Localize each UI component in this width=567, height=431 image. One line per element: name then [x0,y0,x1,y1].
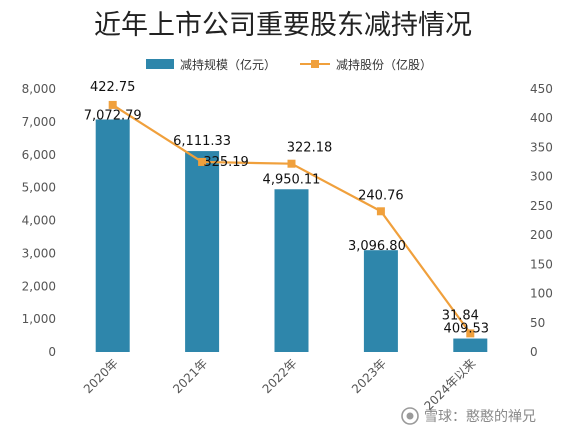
y-right-tick-label: 450 [530,82,553,96]
bar [274,189,309,352]
bar-series [95,119,488,352]
y-left-tick-label: 4,000 [22,214,56,228]
x-tick-label: 2021年 [170,356,210,396]
line-point [466,329,475,338]
line-data-label: 322.18 [287,141,333,156]
watermark-text: 雪球：憨憨的禅兄 [424,409,536,425]
y-left-tick-label: 6,000 [22,148,56,162]
x-tick-label: 2020年 [81,356,121,396]
bar [185,151,220,352]
y-axis-right: 0 50 100 150 200 250 300 350 400 450 [530,82,553,359]
bar [95,119,130,352]
line-point [198,157,207,166]
y-right-tick-label: 300 [530,170,553,184]
legend-swatch-marker [311,60,319,68]
y-right-tick-label: 150 [530,257,553,271]
data-labels: 7,072.79 6,111.33 4,950.11 3,096.80 409.53 42… [84,80,489,337]
bar-data-label: 6,111.33 [173,134,231,149]
line-point [287,159,296,168]
line-data-label: 31.84 [442,308,479,323]
line-data-label: 240.76 [358,188,404,203]
y-axis-left: 0 1,000 2,000 3,000 4,000 5,000 6,000 7,000 8,00… [22,82,56,359]
y-right-tick-label: 350 [530,140,553,154]
bar-data-label: 7,072.79 [84,108,142,123]
y-left-tick-label: 2,000 [22,279,56,293]
bar-data-label: 3,096.80 [348,239,406,254]
bar [363,250,398,352]
chart-title: 近年上市公司重要股东减持情况 [94,10,472,41]
y-left-tick-label: 7,000 [22,115,56,129]
line-series [108,100,475,338]
y-left-tick-label: 1,000 [22,312,56,326]
y-right-tick-label: 400 [530,111,553,125]
line-data-label: 422.75 [90,80,136,95]
y-left-tick-label: 3,000 [22,246,56,260]
x-tick-label: 2022年 [260,356,300,396]
legend-swatch-bar [146,59,174,69]
y-right-tick-label: 200 [530,228,553,242]
y-right-tick-label: 50 [530,316,545,330]
bar-data-label: 4,950.11 [263,172,321,187]
x-axis: 2020年 2021年 2022年 2023年 2024年以来 [81,356,479,413]
bar-data-label: 409.53 [444,322,490,337]
y-left-tick-label: 5,000 [22,181,56,195]
watermark: 雪球：憨憨的禅兄 [401,407,536,425]
legend-label-bar: 减持规模（亿元） [180,57,276,72]
y-right-tick-label: 100 [530,287,553,301]
x-tick-label: 2023年 [349,356,389,396]
chart-legend: 减持规模（亿元） 减持股份（亿股） [146,57,432,72]
y-left-tick-label: 0 [48,345,56,359]
y-right-tick-label: 0 [530,345,538,359]
snowball-logo-icon [401,407,419,425]
line-point [108,100,117,109]
legend-label-line: 减持股份（亿股） [336,57,432,72]
x-tick-label: 2024年以来 [421,356,478,413]
y-left-tick-label: 8,000 [22,82,56,96]
line-point [376,207,385,216]
y-right-tick-label: 250 [530,199,553,213]
bar [453,338,488,352]
line-data-label: 325.19 [203,155,249,170]
